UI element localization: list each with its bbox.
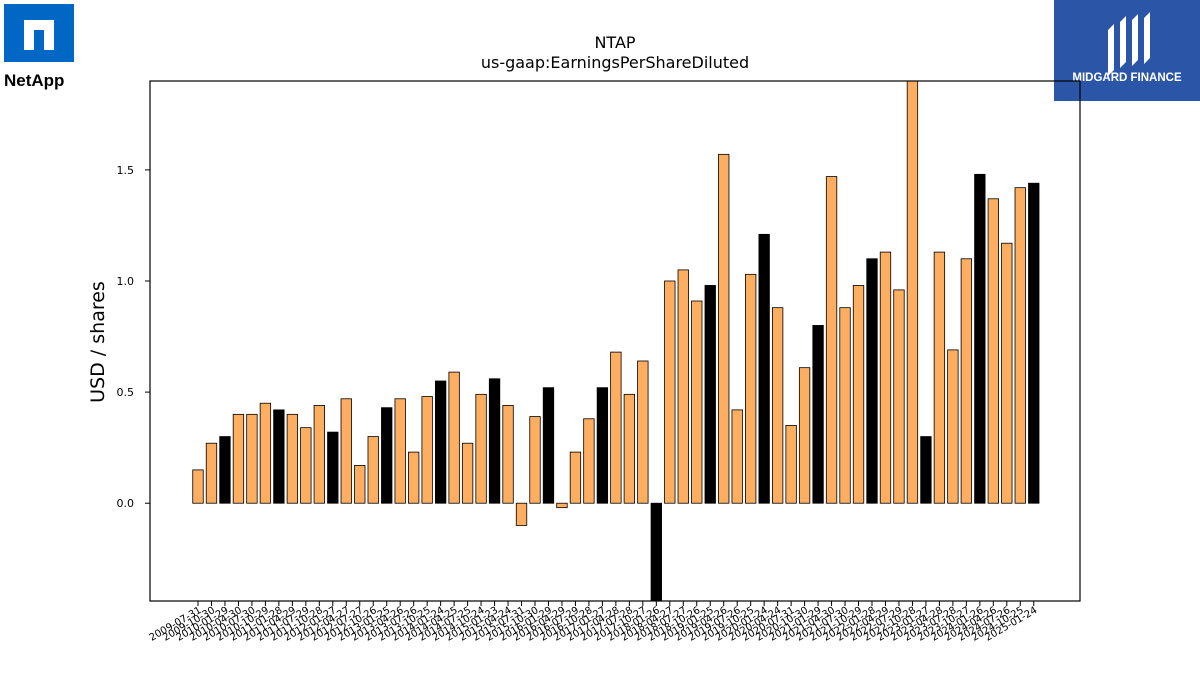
bar-2018-04-27 [664,280,676,504]
bar-2024-04-26 [987,198,999,504]
bar-2015-01-23 [488,378,501,504]
netapp-logo: NetApp [4,4,80,92]
bar-2021-01-29 [812,325,824,504]
bar-2016-04-29 [556,502,568,509]
bar-2011-04-29 [286,413,299,504]
bar-2014-01-24 [434,380,447,504]
midgard-finance-logo: MIDGARD FINANCE [1054,0,1200,101]
plot-frame [149,80,1081,602]
bar-2014-10-24 [475,393,487,504]
bar-2013-01-25 [381,407,393,504]
bar-2015-10-30 [529,416,541,504]
midgard-logo-background [1054,0,1200,101]
bar-2014-07-25 [461,442,474,504]
bar-2018-10-26 [691,300,703,504]
bar-2019-01-25 [704,285,716,504]
y-tick-label: 0.5 [117,386,135,399]
bars-group [192,80,1040,602]
bar-2022-10-28 [906,80,919,504]
bar-2011-07-29 [300,427,312,504]
bar-2017-07-28 [623,393,636,504]
bar-2023-07-28 [947,349,959,504]
bar-2023-04-28 [933,251,946,504]
bar-2011-01-28 [273,409,285,504]
y-tick-label: 1.5 [117,164,135,177]
bar-2019-07-26 [731,409,743,504]
bar-2019-04-26 [718,153,730,504]
midgard-logo-text: MIDGARD FINANCE [1072,72,1182,84]
bar-2022-07-29 [893,289,905,504]
bar-2013-10-25 [421,396,433,504]
netapp-logo-text: NetApp [4,71,64,90]
bar-2020-01-24 [758,233,770,504]
bar-2013-04-26 [394,398,406,504]
bar-2022-04-29 [879,251,892,504]
bar-2021-07-30 [839,307,851,504]
bar-2012-07-27 [354,465,366,504]
bar-2020-10-30 [798,367,811,504]
bar-2019-10-25 [745,273,757,504]
bar-2024-10-25 [1014,187,1026,504]
bar-2010-04-30 [232,413,245,504]
bar-2024-01-26 [974,173,986,504]
bar-2020-07-31 [785,425,797,504]
bar-2012-10-26 [367,436,379,504]
bar-2017-04-28 [610,351,622,504]
bar-2016-07-29 [569,451,582,504]
chart-subtitle: us-gaap:EarningsPerShareDiluted [481,53,749,72]
bar-2015-07-31 [515,502,528,526]
bar-2012-01-27 [327,431,339,504]
bar-2025-01-24 [1028,182,1040,504]
bar-2023-10-27 [960,258,973,504]
bar-2011-10-28 [313,405,325,504]
bar-2023-01-27 [920,436,932,504]
bar-2022-01-28 [866,258,878,504]
bar-2016-01-29 [542,387,555,504]
bar-2010-07-30 [246,413,258,504]
y-tick-label: 0.0 [117,497,135,510]
bar-2009-10-30 [205,442,218,504]
bar-2018-07-27 [677,269,689,504]
bar-2010-10-29 [259,402,272,504]
y-axis-label: USD / shares [87,281,109,403]
bar-2012-04-27 [340,398,352,504]
bar-2010-01-29 [219,436,231,504]
midgard-logo-mark [1108,12,1150,76]
x-axis-ticks: 2009-07-312009-10-302010-01-292010-04-30… [148,601,1039,644]
netapp-logo-mark [4,4,74,62]
bar-2021-04-30 [825,176,838,504]
bar-2016-10-28 [583,418,595,504]
bar-2017-10-27 [637,360,649,504]
y-axis-ticks: 0.0 0.5 1.0 1.5 [117,164,150,510]
bar-2024-07-26 [1001,242,1013,504]
bar-2021-10-29 [852,285,865,504]
bar-2009-07-31 [192,469,204,504]
bar-2014-04-25 [448,371,460,504]
bar-2018-01-26 [650,502,662,602]
bar-2015-04-24 [502,405,514,504]
chart-title: NTAP [594,33,635,52]
bar-2017-01-27 [596,387,609,504]
bar-2020-04-24 [771,307,784,504]
bar-2013-07-26 [408,451,420,504]
y-tick-label: 1.0 [117,275,135,288]
